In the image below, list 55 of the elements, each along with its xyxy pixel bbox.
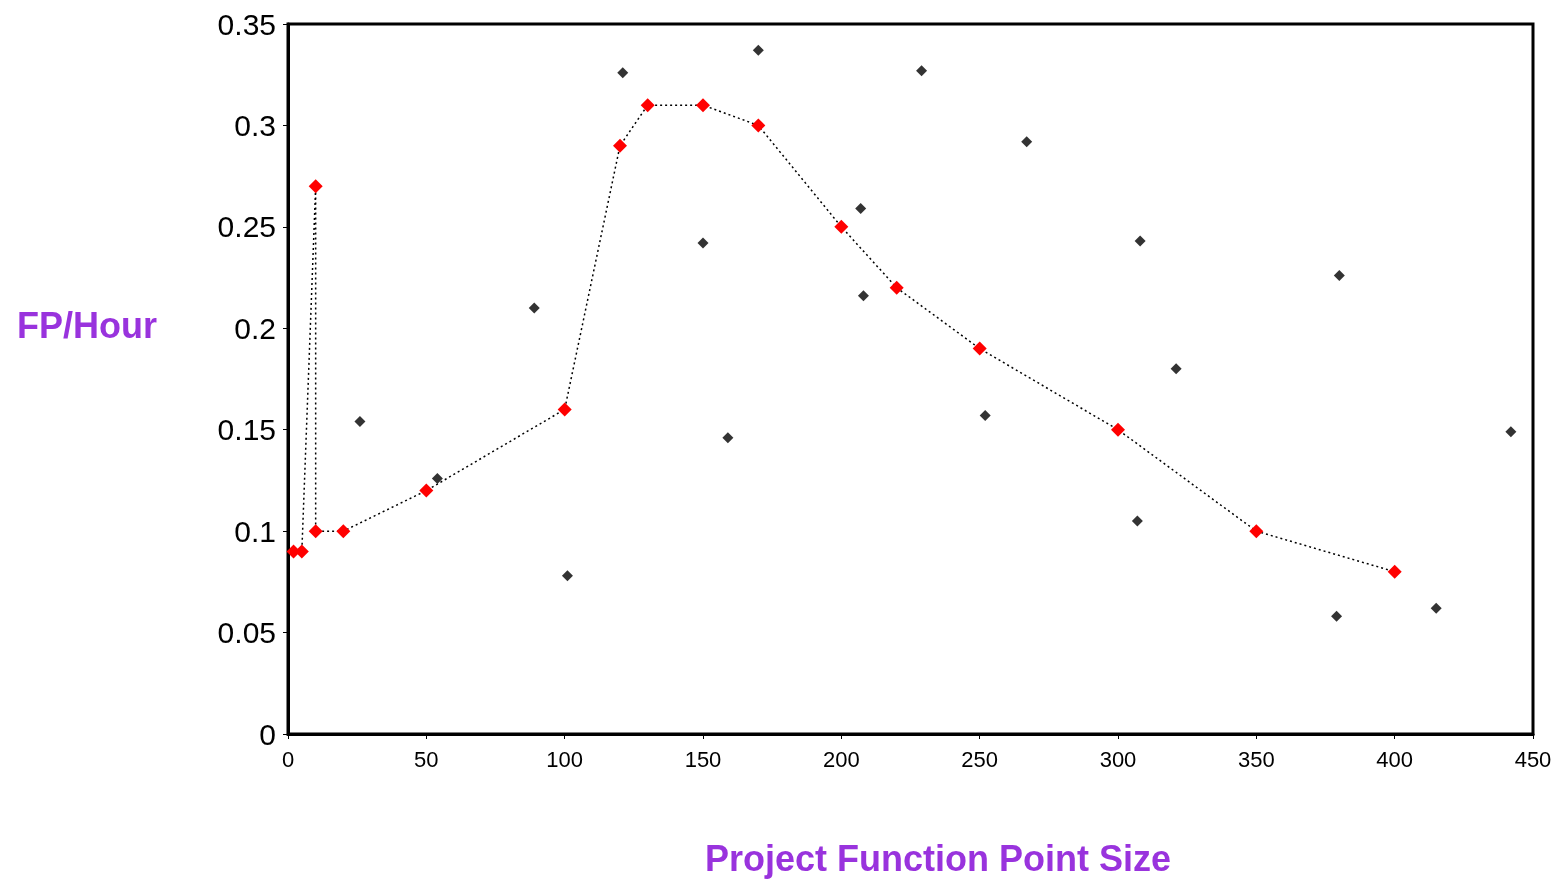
y-tick-label: 0.15: [217, 413, 276, 447]
point: [617, 67, 629, 79]
point: [1249, 524, 1264, 539]
point: [972, 341, 987, 356]
x-tick-label: 0: [281, 746, 295, 772]
y-tick-label: 0: [259, 717, 276, 751]
x-tick-label: 50: [414, 746, 439, 772]
point: [419, 483, 434, 498]
point: [1134, 235, 1146, 247]
y-tick-label: 0.25: [217, 210, 276, 244]
point: [1505, 426, 1517, 438]
x-tick-label: 100: [546, 746, 584, 772]
point: [336, 524, 351, 539]
point: [697, 237, 709, 249]
y-tick-label: 0.2: [234, 311, 276, 345]
point: [561, 570, 573, 582]
point: [354, 416, 366, 428]
point: [1021, 136, 1033, 148]
y-tick-label: 0.3: [234, 108, 276, 142]
x-axis-title: Project Function Point Size: [705, 837, 1172, 879]
point: [722, 432, 734, 444]
point: [752, 44, 764, 56]
point: [431, 472, 443, 484]
point: [308, 524, 323, 539]
x-tick-label: 400: [1376, 746, 1414, 772]
point: [1387, 564, 1402, 579]
point: [751, 118, 766, 133]
point: [857, 290, 869, 302]
point: [613, 138, 627, 153]
y-tick-label: 0.1: [234, 514, 276, 548]
point: [916, 65, 928, 77]
point: [1331, 610, 1343, 622]
point: [696, 98, 710, 113]
point: [557, 402, 572, 417]
x-tick-label: 450: [1514, 746, 1552, 772]
point: [1333, 270, 1345, 282]
x-tick-label: 200: [822, 746, 860, 772]
x-tick-label: 250: [961, 746, 999, 772]
y-axis-title: FP/Hour: [17, 304, 157, 346]
point: [1170, 363, 1182, 375]
point: [889, 280, 904, 295]
x-tick-label: 300: [1099, 746, 1137, 772]
point: [1131, 515, 1143, 527]
y-tick-label: 0.35: [217, 7, 276, 41]
point: [1430, 602, 1442, 614]
point: [855, 203, 867, 215]
x-tick-label: 150: [684, 746, 722, 772]
point: [640, 98, 655, 113]
point: [1111, 422, 1125, 437]
x-tick-label: 350: [1237, 746, 1275, 772]
point: [834, 219, 849, 234]
y-tick-label: 0.05: [217, 616, 276, 650]
point: [979, 410, 991, 422]
point: [528, 302, 540, 314]
point: [308, 179, 323, 194]
